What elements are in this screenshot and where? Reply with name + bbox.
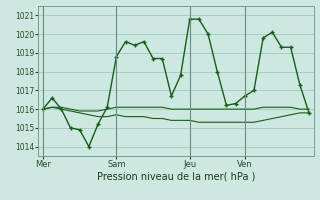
X-axis label: Pression niveau de la mer( hPa ): Pression niveau de la mer( hPa )	[97, 172, 255, 182]
